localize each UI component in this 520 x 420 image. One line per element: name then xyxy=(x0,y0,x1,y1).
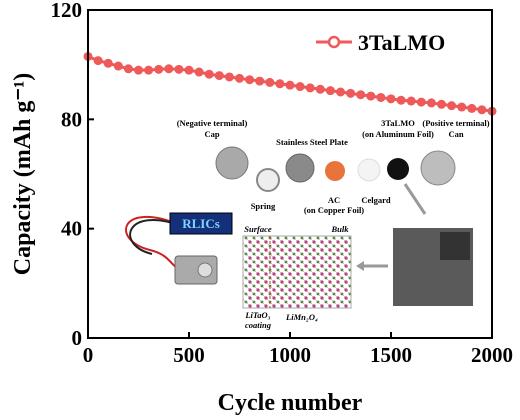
annotation: 3TaLMO xyxy=(381,118,415,128)
data-point xyxy=(103,58,113,68)
data-point xyxy=(285,80,295,90)
annotation: (Positive terminal) xyxy=(422,118,489,128)
data-point xyxy=(406,96,416,106)
data-point xyxy=(477,105,487,115)
y-tick-label: 0 xyxy=(72,326,83,350)
x-tick-label: 1500 xyxy=(370,343,412,367)
annotation: LiTaO₃ xyxy=(244,310,270,320)
wire xyxy=(129,219,183,255)
data-point xyxy=(174,64,184,74)
data-point xyxy=(346,88,356,98)
data-point xyxy=(336,87,345,97)
data-point xyxy=(235,73,244,83)
cathode-icon xyxy=(387,158,409,180)
annotation: (on Aluminum Foil) xyxy=(362,129,434,139)
crystal-structure xyxy=(242,235,352,309)
legend-label: 3TaLMO xyxy=(358,30,445,55)
plot-frame xyxy=(87,9,493,339)
data-point xyxy=(416,97,426,107)
data-point xyxy=(245,75,255,85)
can-icon xyxy=(420,150,456,186)
celgard-icon xyxy=(357,158,381,182)
data-point xyxy=(386,94,396,104)
annotation: AC xyxy=(328,195,340,205)
data-point xyxy=(275,79,285,89)
data-point xyxy=(396,95,406,105)
annotation: Stainless Steel Plate xyxy=(276,137,348,147)
tem-inset xyxy=(440,232,470,260)
y-tick-label: 120 xyxy=(51,0,83,22)
data-point xyxy=(214,71,224,81)
arrow xyxy=(403,183,427,215)
arrow-head xyxy=(356,261,364,271)
x-tick-label: 2000 xyxy=(471,343,513,367)
data-point xyxy=(315,84,325,94)
data-point xyxy=(457,102,467,112)
annotation: (on Copper Foil) xyxy=(304,205,364,215)
data-point xyxy=(93,56,103,66)
data-point xyxy=(113,61,123,71)
data-point xyxy=(447,101,457,111)
cap-icon xyxy=(215,146,249,180)
spring-icon xyxy=(256,168,280,192)
data-point xyxy=(184,65,194,75)
annotation: Celgard xyxy=(361,195,391,205)
annotation: Surface xyxy=(244,224,272,234)
x-tick-label: 500 xyxy=(173,343,205,367)
annotation: LiMn₂O₄ xyxy=(285,312,318,322)
x-tick-label: 1000 xyxy=(269,343,311,367)
y-axis-title: Capacity (mAh g⁻¹) xyxy=(10,73,36,276)
x-axis-title: Cycle number xyxy=(218,390,363,416)
data-point xyxy=(255,76,265,86)
annotation: Spring xyxy=(251,201,276,211)
annotation: Cap xyxy=(204,129,219,139)
data-point xyxy=(144,65,154,75)
data-point xyxy=(295,82,305,92)
annotation: Bulk xyxy=(330,224,349,234)
annotation: (Negative terminal) xyxy=(177,118,248,128)
data-point xyxy=(356,90,366,100)
annotation: Can xyxy=(448,129,463,139)
data-point xyxy=(467,103,477,113)
legend-marker xyxy=(327,35,341,49)
plate-icon xyxy=(285,153,315,183)
device-part xyxy=(197,262,213,278)
data-point xyxy=(134,65,143,75)
data-point xyxy=(366,91,376,101)
data-point xyxy=(164,64,174,74)
wire xyxy=(125,215,181,271)
x-tick-label: 0 xyxy=(83,343,94,367)
data-point xyxy=(437,99,446,109)
y-tick-label: 80 xyxy=(61,107,82,131)
data-point xyxy=(123,64,133,74)
rlics-display xyxy=(169,212,233,235)
data-point xyxy=(325,86,335,96)
inset xyxy=(125,146,473,309)
annotation: RLICs xyxy=(182,216,220,231)
annotation: coating xyxy=(245,320,272,330)
data-point xyxy=(194,67,204,77)
data-point xyxy=(154,64,164,74)
data-point xyxy=(426,98,436,108)
data-point xyxy=(305,83,315,93)
ac-icon xyxy=(325,161,345,181)
data-point xyxy=(224,72,234,82)
data-point xyxy=(265,77,275,87)
y-tick-label: 40 xyxy=(61,217,82,241)
data-point xyxy=(376,92,386,102)
data-point xyxy=(204,69,214,79)
